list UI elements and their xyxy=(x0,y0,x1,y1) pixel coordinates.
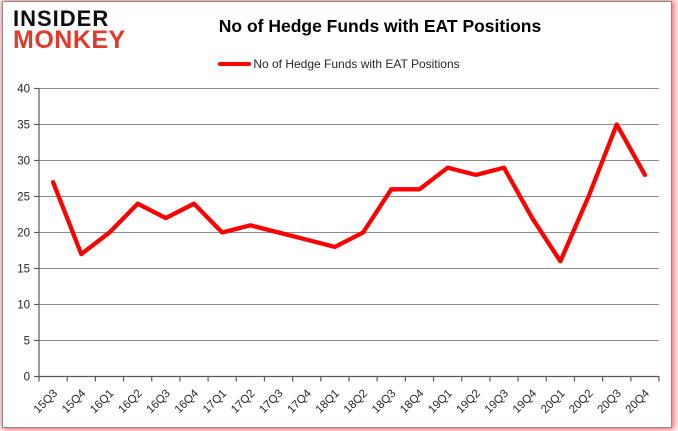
x-tick-label: 20Q4 xyxy=(624,387,653,416)
legend: No of Hedge Funds with EAT Positions xyxy=(0,57,678,71)
x-tick-label: 16Q1 xyxy=(88,388,116,416)
x-tick-label: 17Q2 xyxy=(229,388,257,416)
legend-line-swatch xyxy=(218,62,252,66)
chart-border-frame xyxy=(2,1,672,428)
x-tick-label: 20Q3 xyxy=(595,388,623,416)
x-tick-label: 15Q3 xyxy=(32,388,60,416)
x-tick-label: 16Q4 xyxy=(173,387,202,416)
y-tick-label: 10 xyxy=(17,300,30,312)
x-tick-label: 19Q1 xyxy=(426,388,454,416)
y-tick-label: 0 xyxy=(24,372,30,384)
x-tick-label: 20Q2 xyxy=(567,388,595,416)
x-tick-label: 18Q4 xyxy=(398,387,427,416)
x-tick-label: 19Q3 xyxy=(483,388,511,416)
y-tick-label: 5 xyxy=(24,336,30,348)
y-tick-label: 40 xyxy=(17,84,30,96)
y-tick-label: 30 xyxy=(17,156,30,168)
x-tick-label: 18Q1 xyxy=(314,388,342,416)
x-tick-label: 18Q2 xyxy=(342,388,370,416)
y-tick-label: 20 xyxy=(17,228,30,240)
x-tick-label: 17Q4 xyxy=(285,387,314,416)
legend-label: No of Hedge Funds with EAT Positions xyxy=(253,57,460,71)
x-tick-label: 16Q3 xyxy=(145,388,173,416)
x-tick-label: 20Q1 xyxy=(539,388,567,416)
y-tick-label: 35 xyxy=(17,120,30,132)
insider-monkey-logo: INSIDER MONKEY xyxy=(13,6,126,55)
x-tick-label: 19Q4 xyxy=(511,387,540,416)
x-tick-label: 17Q1 xyxy=(201,388,229,416)
y-tick-label: 25 xyxy=(17,192,30,204)
logo-line-insider: INSIDER xyxy=(13,6,110,31)
x-tick-label: 16Q2 xyxy=(116,388,144,416)
logo-line-monkey: MONKEY xyxy=(13,26,126,55)
x-tick-label: 19Q2 xyxy=(455,388,483,416)
series-line xyxy=(50,122,648,264)
chart-title: No of Hedge Funds with EAT Positions xyxy=(218,16,542,36)
x-tick-label: 17Q3 xyxy=(257,388,285,416)
y-tick-label: 15 xyxy=(17,264,30,276)
x-tick-label: 18Q3 xyxy=(370,388,398,416)
x-tick-label: 15Q4 xyxy=(60,387,89,416)
